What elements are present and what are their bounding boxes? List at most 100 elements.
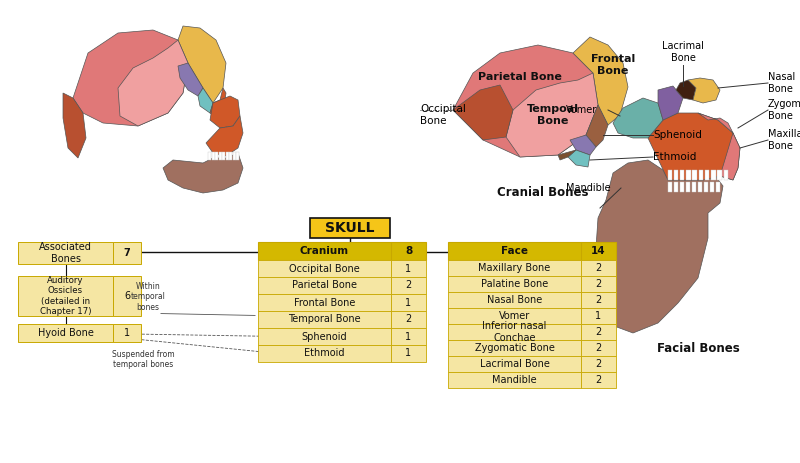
Text: Frontal Bone: Frontal Bone: [294, 298, 355, 307]
Bar: [705, 170, 710, 180]
Polygon shape: [198, 88, 213, 113]
Bar: [448, 324, 581, 340]
Bar: [229, 152, 232, 160]
Bar: [218, 152, 222, 160]
Bar: [226, 152, 229, 160]
Text: 2: 2: [406, 314, 412, 325]
Polygon shape: [210, 88, 226, 120]
Bar: [581, 324, 616, 340]
Text: Sphenoid: Sphenoid: [653, 130, 702, 140]
Text: Frontal
Bone: Frontal Bone: [591, 54, 635, 76]
Text: 2: 2: [406, 281, 412, 290]
Bar: [581, 242, 616, 260]
Bar: [692, 170, 697, 180]
Bar: [18, 324, 113, 342]
Bar: [679, 182, 684, 192]
Bar: [710, 182, 714, 192]
Text: Hyoid Bone: Hyoid Bone: [38, 328, 94, 338]
Text: 1: 1: [595, 311, 602, 321]
Text: 1: 1: [406, 332, 411, 342]
Bar: [448, 242, 581, 260]
Polygon shape: [210, 96, 240, 128]
Text: 8: 8: [405, 246, 412, 256]
Text: Lacrimal Bone: Lacrimal Bone: [479, 359, 550, 369]
Bar: [674, 182, 678, 192]
Bar: [667, 182, 672, 192]
Bar: [113, 324, 141, 342]
Text: 2: 2: [595, 359, 602, 369]
Bar: [18, 242, 113, 264]
Polygon shape: [453, 85, 513, 140]
Bar: [448, 308, 581, 324]
Text: Temporal Bone: Temporal Bone: [288, 314, 361, 325]
Bar: [310, 218, 390, 238]
Text: Zygomatic
Bone: Zygomatic Bone: [768, 99, 800, 121]
Bar: [258, 242, 391, 260]
Text: Tempoal
Bone: Tempoal Bone: [527, 104, 579, 126]
Text: Maxillary Bone: Maxillary Bone: [478, 263, 550, 273]
Bar: [448, 356, 581, 372]
Bar: [581, 308, 616, 324]
Text: Ethmoid: Ethmoid: [304, 349, 345, 358]
Polygon shape: [568, 150, 590, 167]
Polygon shape: [558, 150, 576, 160]
Text: Occipital
Bone: Occipital Bone: [420, 104, 466, 126]
Polygon shape: [586, 160, 723, 333]
Polygon shape: [648, 113, 740, 180]
Polygon shape: [73, 30, 188, 126]
Bar: [715, 182, 720, 192]
Bar: [113, 242, 141, 264]
Bar: [581, 372, 616, 388]
Text: Within
temporal
bones: Within temporal bones: [130, 282, 166, 312]
Polygon shape: [676, 80, 696, 100]
Bar: [391, 311, 426, 328]
Text: Inferior nasal
Conchae: Inferior nasal Conchae: [482, 321, 546, 343]
Text: Auditory
Ossicles
(detailed in
Chapter 17): Auditory Ossicles (detailed in Chapter 1…: [40, 276, 91, 316]
Bar: [222, 152, 226, 160]
Text: Parietal Bone: Parietal Bone: [478, 72, 562, 82]
Polygon shape: [570, 135, 596, 155]
Bar: [391, 328, 426, 345]
Bar: [233, 152, 236, 160]
Text: Palatine Bone: Palatine Bone: [481, 279, 548, 289]
Polygon shape: [178, 63, 203, 96]
Text: 2: 2: [595, 343, 602, 353]
Bar: [691, 182, 696, 192]
Text: 7: 7: [124, 248, 130, 258]
Bar: [258, 328, 391, 345]
Polygon shape: [63, 93, 86, 158]
Bar: [18, 276, 113, 316]
Bar: [258, 345, 391, 362]
Text: Maxillary
Bone: Maxillary Bone: [768, 129, 800, 151]
Text: Zygomatic Bone: Zygomatic Bone: [474, 343, 554, 353]
Text: Cranium: Cranium: [300, 246, 349, 256]
Text: 14: 14: [591, 246, 606, 256]
Text: Mandible: Mandible: [566, 183, 610, 193]
Bar: [698, 182, 702, 192]
Text: Vomer: Vomer: [566, 105, 598, 115]
Bar: [448, 372, 581, 388]
Bar: [581, 340, 616, 356]
Polygon shape: [613, 98, 663, 138]
Bar: [674, 170, 678, 180]
Bar: [581, 292, 616, 308]
Bar: [718, 170, 722, 180]
Bar: [581, 276, 616, 292]
Bar: [258, 311, 391, 328]
Bar: [258, 260, 391, 277]
Text: SKULL: SKULL: [326, 221, 374, 235]
Polygon shape: [586, 105, 608, 147]
Text: 2: 2: [595, 375, 602, 385]
Bar: [723, 170, 728, 180]
Text: Mandible: Mandible: [492, 375, 537, 385]
Text: 2: 2: [595, 295, 602, 305]
Bar: [448, 292, 581, 308]
Bar: [113, 276, 141, 316]
Bar: [391, 294, 426, 311]
Bar: [448, 276, 581, 292]
Bar: [236, 152, 239, 160]
Polygon shape: [206, 116, 243, 156]
Bar: [581, 260, 616, 276]
Bar: [391, 345, 426, 362]
Bar: [208, 152, 211, 160]
